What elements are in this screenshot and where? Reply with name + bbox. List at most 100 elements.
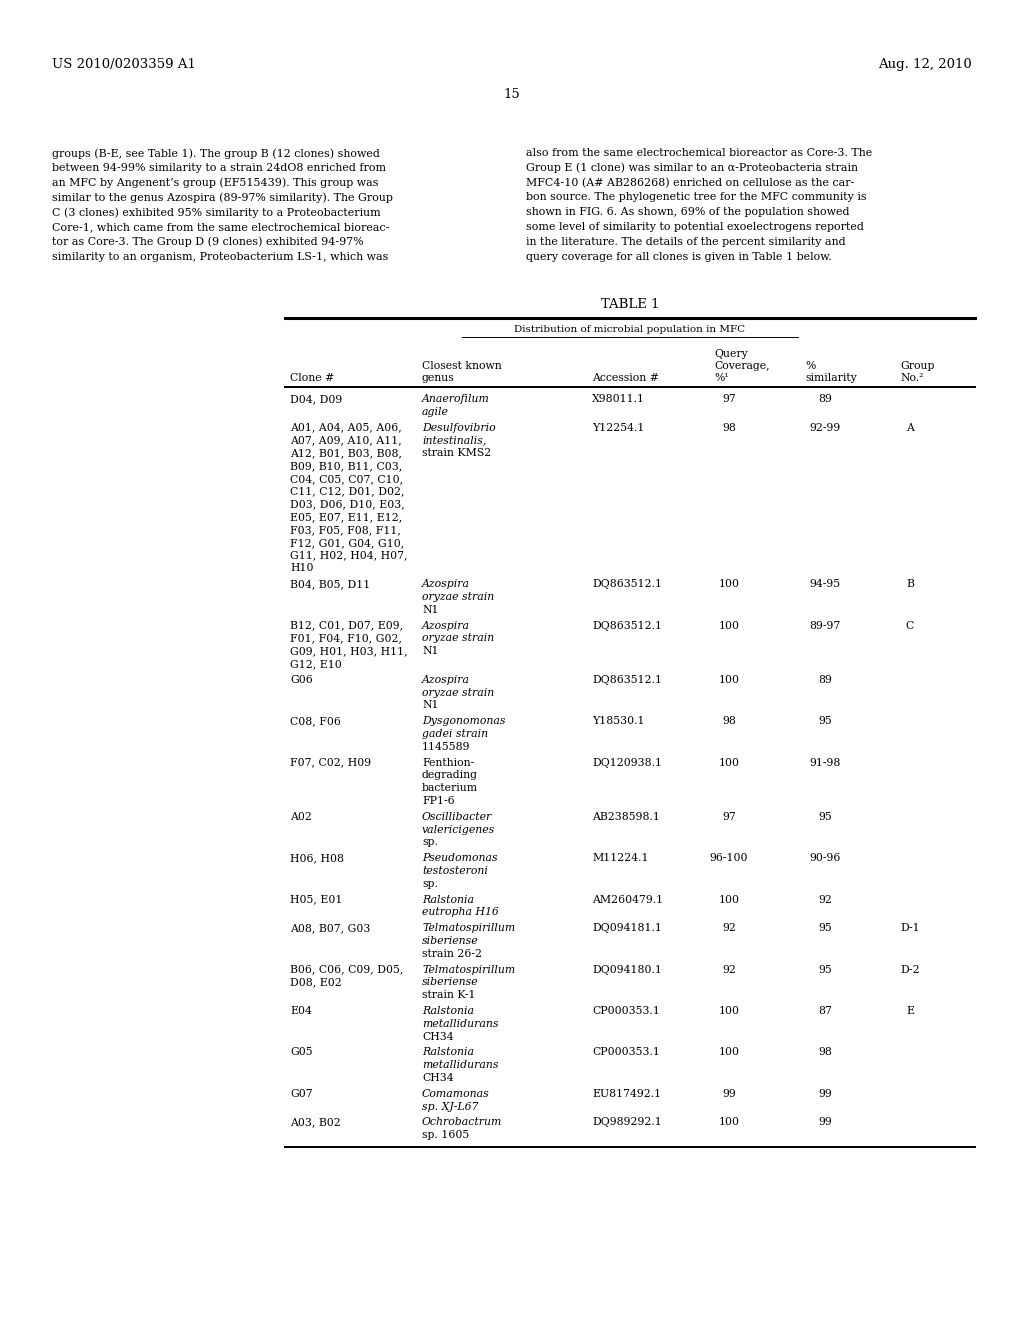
Text: bacterium: bacterium (422, 783, 478, 793)
Text: sp.: sp. (422, 879, 438, 888)
Text: shown in FIG. 6. As shown, 69% of the population showed: shown in FIG. 6. As shown, 69% of the po… (526, 207, 850, 218)
Text: 100: 100 (719, 579, 739, 589)
Text: N1: N1 (422, 701, 438, 710)
Text: D-1: D-1 (900, 923, 920, 933)
Text: F03, F05, F08, F11,: F03, F05, F08, F11, (290, 525, 400, 535)
Text: DQ863512.1: DQ863512.1 (592, 620, 662, 631)
Text: similar to the genus Azospira (89-97% similarity). The Group: similar to the genus Azospira (89-97% si… (52, 193, 393, 203)
Text: 100: 100 (719, 1118, 739, 1127)
Text: G09, H01, H03, H11,: G09, H01, H03, H11, (290, 647, 408, 656)
Text: Aug. 12, 2010: Aug. 12, 2010 (879, 58, 972, 71)
Text: testosteroni: testosteroni (422, 866, 487, 876)
Text: Azospira: Azospira (422, 620, 470, 631)
Text: A02: A02 (290, 812, 312, 822)
Text: 100: 100 (719, 1006, 739, 1016)
Text: C04, C05, C07, C10,: C04, C05, C07, C10, (290, 474, 403, 484)
Text: metallidurans: metallidurans (422, 1060, 499, 1071)
Text: 92: 92 (722, 923, 736, 933)
Text: oryzae strain: oryzae strain (422, 688, 495, 697)
Text: A07, A09, A10, A11,: A07, A09, A10, A11, (290, 436, 401, 445)
Text: 1145589: 1145589 (422, 742, 470, 752)
Text: F12, G01, G04, G10,: F12, G01, G04, G10, (290, 537, 404, 548)
Text: 92-99: 92-99 (809, 422, 841, 433)
Text: 97: 97 (722, 812, 736, 822)
Text: DQ863512.1: DQ863512.1 (592, 579, 662, 589)
Text: some level of similarity to potential exoelectrogens reported: some level of similarity to potential ex… (526, 222, 864, 232)
Text: 89: 89 (818, 393, 831, 404)
Text: 94-95: 94-95 (809, 579, 841, 589)
Text: G07: G07 (290, 1089, 312, 1098)
Text: A: A (906, 422, 914, 433)
Text: 100: 100 (719, 620, 739, 631)
Text: Ralstonia: Ralstonia (422, 1006, 474, 1016)
Text: Azospira: Azospira (422, 675, 470, 685)
Text: %¹: %¹ (714, 374, 729, 383)
Text: C (3 clones) exhibited 95% similarity to a Proteobacterium: C (3 clones) exhibited 95% similarity to… (52, 207, 381, 218)
Text: MFC4-10 (A# AB286268) enriched on cellulose as the car-: MFC4-10 (A# AB286268) enriched on cellul… (526, 178, 854, 187)
Text: A12, B01, B03, B08,: A12, B01, B03, B08, (290, 449, 402, 458)
Text: AM260479.1: AM260479.1 (592, 895, 664, 904)
Text: siberiense: siberiense (422, 977, 478, 987)
Text: G12, E10: G12, E10 (290, 659, 342, 669)
Text: 92: 92 (722, 965, 736, 974)
Text: oryzae strain: oryzae strain (422, 591, 495, 602)
Text: Clone #: Clone # (290, 374, 334, 383)
Text: 95: 95 (818, 965, 831, 974)
Text: CH34: CH34 (422, 1073, 454, 1082)
Text: No.²: No.² (900, 374, 924, 383)
Text: 95: 95 (818, 923, 831, 933)
Text: A01, A04, A05, A06,: A01, A04, A05, A06, (290, 422, 401, 433)
Text: H10: H10 (290, 564, 313, 573)
Text: B06, C06, C09, D05,: B06, C06, C09, D05, (290, 965, 403, 974)
Text: 98: 98 (722, 422, 736, 433)
Text: query coverage for all clones is given in Table 1 below.: query coverage for all clones is given i… (526, 252, 831, 261)
Text: 90-96: 90-96 (809, 853, 841, 863)
Text: A08, B07, G03: A08, B07, G03 (290, 923, 371, 933)
Text: E: E (906, 1006, 914, 1016)
Text: similarity to an organism, Proteobacterium LS-1, which was: similarity to an organism, Proteobacteri… (52, 252, 388, 261)
Text: Y18530.1: Y18530.1 (592, 717, 644, 726)
Text: Ochrobactrum: Ochrobactrum (422, 1118, 503, 1127)
Text: strain 26-2: strain 26-2 (422, 949, 482, 958)
Text: CP000353.1: CP000353.1 (592, 1047, 659, 1057)
Text: 87: 87 (818, 1006, 831, 1016)
Text: TABLE 1: TABLE 1 (601, 298, 659, 312)
Text: gadei strain: gadei strain (422, 729, 488, 739)
Text: also from the same electrochemical bioreactor as Core-3. The: also from the same electrochemical biore… (526, 148, 872, 158)
Text: Comamonas: Comamonas (422, 1089, 489, 1098)
Text: 95: 95 (818, 717, 831, 726)
Text: Anaerofilum: Anaerofilum (422, 393, 489, 404)
Text: Desulfovibrio: Desulfovibrio (422, 422, 496, 433)
Text: sp. 1605: sp. 1605 (422, 1130, 469, 1140)
Text: Azospira: Azospira (422, 579, 470, 589)
Text: Telmatospirillum: Telmatospirillum (422, 965, 515, 974)
Text: CP000353.1: CP000353.1 (592, 1006, 659, 1016)
Text: D03, D06, D10, E03,: D03, D06, D10, E03, (290, 499, 404, 510)
Text: degrading: degrading (422, 771, 478, 780)
Text: D04, D09: D04, D09 (290, 393, 342, 404)
Text: 89: 89 (818, 675, 831, 685)
Text: DQ863512.1: DQ863512.1 (592, 675, 662, 685)
Text: 96-100: 96-100 (710, 853, 749, 863)
Text: 100: 100 (719, 1047, 739, 1057)
Text: C: C (906, 620, 914, 631)
Text: groups (B-E, see Table 1). The group B (12 clones) showed: groups (B-E, see Table 1). The group B (… (52, 148, 380, 158)
Text: CH34: CH34 (422, 1032, 454, 1041)
Text: Group E (1 clone) was similar to an α-Proteobacteria strain: Group E (1 clone) was similar to an α-Pr… (526, 162, 858, 173)
Text: A03, B02: A03, B02 (290, 1118, 341, 1127)
Text: sp. XJ-L67: sp. XJ-L67 (422, 1102, 478, 1111)
Text: strain KMS2: strain KMS2 (422, 449, 492, 458)
Text: H06, H08: H06, H08 (290, 853, 344, 863)
Text: Ralstonia: Ralstonia (422, 895, 474, 904)
Text: FP1-6: FP1-6 (422, 796, 455, 807)
Text: Core-1, which came from the same electrochemical bioreac-: Core-1, which came from the same electro… (52, 222, 389, 232)
Text: B12, C01, D07, E09,: B12, C01, D07, E09, (290, 620, 403, 631)
Text: 100: 100 (719, 758, 739, 768)
Text: F07, C02, H09: F07, C02, H09 (290, 758, 371, 768)
Text: genus: genus (422, 374, 455, 383)
Text: bon source. The phylogenetic tree for the MFC community is: bon source. The phylogenetic tree for th… (526, 193, 866, 202)
Text: AB238598.1: AB238598.1 (592, 812, 659, 822)
Text: C08, F06: C08, F06 (290, 717, 341, 726)
Text: 92: 92 (818, 895, 831, 904)
Text: B: B (906, 579, 914, 589)
